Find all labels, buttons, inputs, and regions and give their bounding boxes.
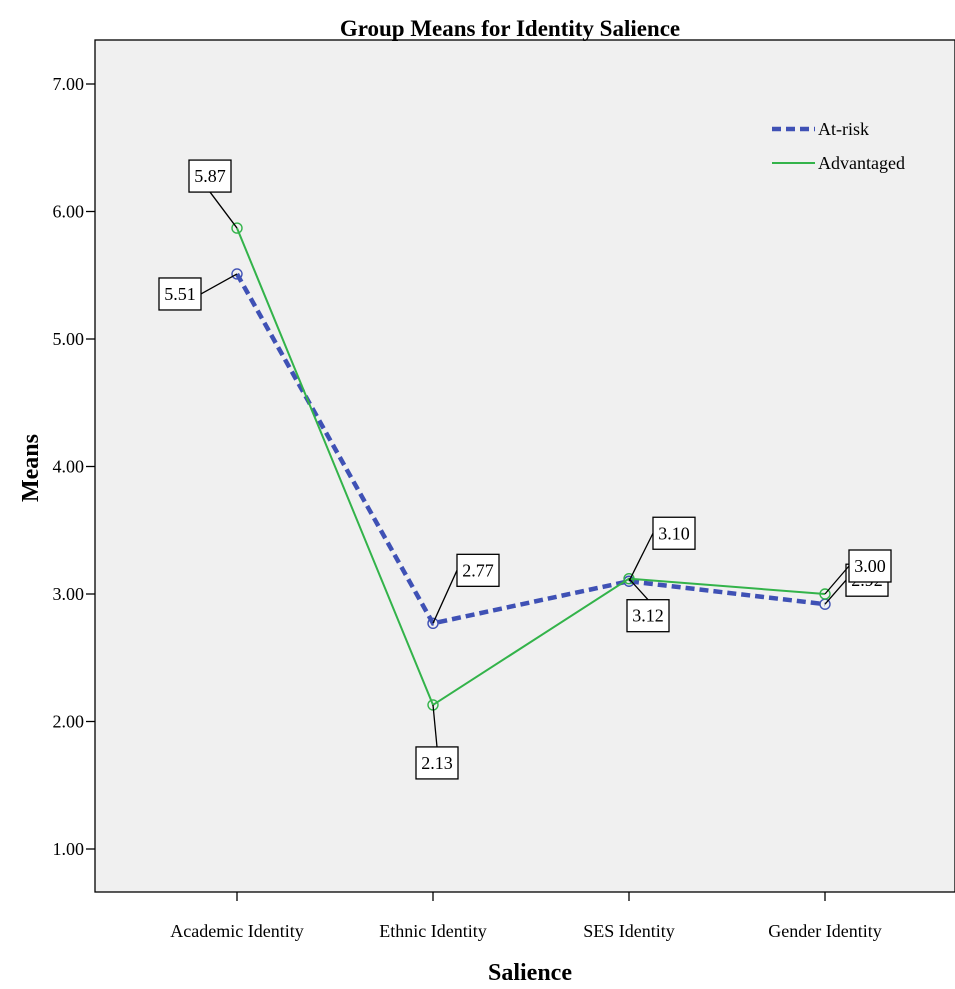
y-tick-label: 4.00 — [53, 457, 85, 477]
data-label-box — [626, 599, 670, 633]
data-label: 5.51 — [164, 284, 196, 304]
series-line-advantaged — [236, 227, 826, 707]
series-lines — [231, 222, 831, 711]
legend-label: Advantaged — [818, 153, 905, 173]
series-line-at-risk — [235, 272, 826, 626]
x-tick-label: Gender Identity — [768, 921, 881, 941]
data-label-leader — [628, 578, 649, 601]
y-tick-label: 1.00 — [53, 839, 85, 859]
data-label-leader — [432, 704, 438, 747]
data-label: 2.13 — [421, 753, 453, 773]
data-label: 3.10 — [658, 523, 690, 543]
data-label-leader — [200, 273, 238, 295]
data-point-marker — [427, 617, 439, 630]
data-label-box — [158, 277, 202, 311]
data-label: 2.77 — [462, 560, 494, 580]
x-axis-title: Salience — [488, 960, 572, 986]
x-axis: Academic Identity Ethnic Identity SES Iden… — [170, 892, 882, 941]
data-label-box — [188, 159, 232, 193]
x-tick-label: Academic Identity — [170, 921, 303, 941]
y-tick-label: 3.00 — [53, 584, 85, 604]
y-axis-title: Means — [18, 434, 44, 502]
data-point-marker — [231, 268, 243, 280]
x-tick-label: SES Identity — [583, 921, 675, 941]
chart-title: Group Means for Identity Salience — [340, 16, 680, 41]
data-label-box — [848, 549, 892, 583]
data-point-marker — [231, 222, 243, 234]
data-label-box — [415, 746, 459, 780]
data-label-leader — [628, 532, 654, 582]
y-tick-label: 2.00 — [53, 712, 85, 732]
legend: At-risk Advantaged — [772, 119, 905, 173]
data-label: 3.00 — [854, 556, 886, 576]
y-axis: 1.00 2.00 3.00 4.00 5.00 6.00 7.00 — [53, 74, 95, 859]
data-label-leader — [824, 579, 847, 605]
data-label-box — [652, 516, 696, 550]
x-tick-label: Ethnic Identity — [379, 921, 486, 941]
y-tick-label: 6.00 — [53, 202, 85, 222]
plot-area — [94, 39, 955, 893]
data-label-leader — [824, 565, 850, 595]
data-label-box — [456, 553, 500, 587]
data-label-leader — [432, 570, 458, 624]
data-label-leader — [209, 191, 238, 229]
data-label: 3.12 — [632, 606, 664, 626]
data-label: 5.87 — [194, 166, 226, 186]
y-tick-label: 5.00 — [53, 329, 85, 349]
legend-label: At-risk — [818, 119, 869, 139]
data-labels: 5.512.773.102.925.872.133.123.00 — [158, 159, 892, 780]
data-point-marker — [623, 573, 635, 585]
y-tick-label: 7.00 — [53, 74, 85, 94]
data-point-marker — [819, 588, 831, 600]
